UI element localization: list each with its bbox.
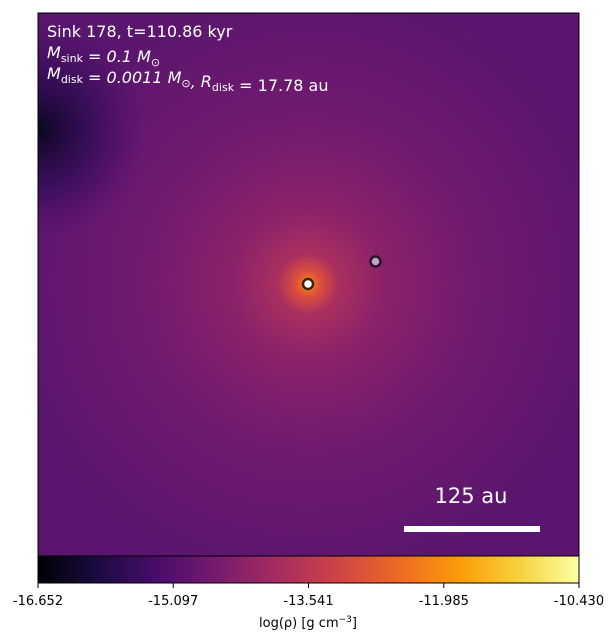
annotation-sub: ⊙ xyxy=(181,77,190,90)
annotation-sub: disk xyxy=(61,73,84,86)
colorbar-label: log(ρ) [g cm−3] xyxy=(259,615,357,631)
annotation-text: , R xyxy=(191,72,212,91)
annotation: Msink = 0.1 M⊙ xyxy=(47,43,160,69)
colorbar-tick-label: -10.430 xyxy=(554,594,604,609)
annotation-text: M xyxy=(47,64,61,83)
annotation-text: = 0.0011 M xyxy=(83,68,182,87)
colorbar-label-sup: −3 xyxy=(339,615,352,625)
colorbar-axis: -16.652 -15.097 -13.541 -11.985 -10.430 xyxy=(13,583,604,609)
annotation-sub: ⊙ xyxy=(151,56,160,69)
colorbar-tick-label: -13.541 xyxy=(283,594,333,609)
annotation: Sink 178, t=110.86 kyr xyxy=(47,22,233,41)
annotation-text: M xyxy=(47,43,61,62)
annotation-text: = 0.1 M xyxy=(83,47,151,66)
colorbar-label-end: ] xyxy=(352,616,357,631)
annotation: Mdisk = 0.0011 M⊙, Rdisk = 17.78 au xyxy=(47,64,328,95)
annotation-sub: disk xyxy=(212,81,235,94)
colorbar xyxy=(37,555,580,584)
scale-bar-label: 125 au xyxy=(435,484,508,508)
annotation-sub: sink xyxy=(61,52,84,65)
annotation-text: Sink 178, t=110.86 kyr xyxy=(47,22,233,41)
colorbar-label-text: log(ρ) [g cm xyxy=(259,616,339,631)
scale-bar xyxy=(404,526,540,532)
annotation-text: = 17.78 au xyxy=(234,76,328,95)
sink-marker xyxy=(301,277,315,291)
colorbar-tick-label: -11.985 xyxy=(419,594,469,609)
colorbar-tick-label: -15.097 xyxy=(148,594,198,609)
sink-marker xyxy=(369,255,382,268)
colorbar-tick-label: -16.652 xyxy=(13,594,63,609)
